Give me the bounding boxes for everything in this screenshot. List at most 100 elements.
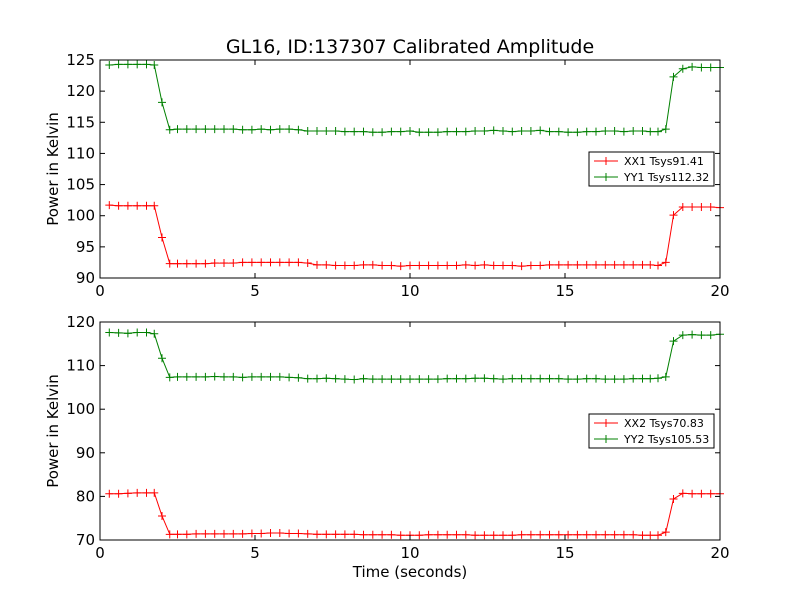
data-point bbox=[350, 530, 359, 539]
data-point bbox=[275, 372, 284, 381]
data-point bbox=[536, 530, 545, 539]
data-point bbox=[545, 127, 554, 136]
data-point bbox=[638, 127, 647, 136]
data-point bbox=[706, 331, 715, 340]
data-point bbox=[678, 202, 687, 211]
data-point bbox=[610, 375, 619, 384]
data-point bbox=[387, 375, 396, 384]
data-point bbox=[619, 530, 628, 539]
data-point bbox=[182, 259, 191, 268]
data-point bbox=[661, 125, 670, 134]
data-point bbox=[654, 127, 662, 136]
figure-title: GL16, ID:137307 Calibrated Amplitude bbox=[226, 36, 594, 58]
x-tick-label: 15 bbox=[555, 282, 574, 300]
data-point bbox=[536, 374, 545, 383]
data-point bbox=[322, 260, 331, 269]
data-point bbox=[554, 260, 563, 269]
data-point bbox=[387, 261, 396, 270]
data-point bbox=[378, 530, 387, 539]
data-point bbox=[471, 374, 480, 383]
data-point bbox=[313, 374, 321, 383]
data-point bbox=[638, 531, 647, 540]
x-tick-label: 20 bbox=[710, 282, 729, 300]
data-point bbox=[526, 261, 535, 270]
data-point bbox=[480, 127, 489, 136]
legend-marker-swatch bbox=[602, 419, 610, 427]
data-point bbox=[294, 529, 303, 538]
x-tick-label: 10 bbox=[400, 282, 419, 300]
data-point bbox=[238, 373, 247, 382]
data-point bbox=[678, 331, 687, 340]
data-point bbox=[471, 261, 480, 270]
data-point bbox=[340, 375, 349, 384]
data-point bbox=[158, 512, 166, 521]
y-tick-label: 105 bbox=[66, 176, 95, 194]
y-tick-label: 90 bbox=[76, 269, 95, 287]
legend-marker-swatch bbox=[602, 435, 610, 443]
data-point bbox=[573, 530, 582, 539]
data-point bbox=[554, 127, 563, 136]
series-markers-yy2 bbox=[105, 328, 724, 384]
data-point bbox=[123, 489, 132, 498]
y-tick-label: 115 bbox=[66, 113, 95, 131]
data-point bbox=[340, 127, 349, 136]
y-tick-label: 100 bbox=[66, 207, 95, 225]
data-point bbox=[368, 128, 377, 137]
data-point bbox=[303, 374, 312, 383]
data-point bbox=[415, 128, 424, 137]
data-point bbox=[443, 530, 452, 539]
y-axis-label-top: Power in Kelvin bbox=[44, 112, 62, 226]
data-point bbox=[165, 373, 174, 382]
x-tick-label: 20 bbox=[710, 544, 729, 562]
data-point bbox=[688, 202, 697, 211]
data-point bbox=[669, 72, 678, 81]
y-tick-label: 70 bbox=[76, 531, 95, 549]
data-point bbox=[322, 530, 331, 539]
data-point bbox=[592, 530, 600, 539]
data-point bbox=[247, 125, 256, 134]
data-point bbox=[142, 488, 151, 497]
data-point bbox=[350, 261, 359, 270]
data-point bbox=[133, 201, 142, 210]
data-point bbox=[443, 374, 452, 383]
data-point bbox=[452, 530, 461, 539]
data-point bbox=[275, 258, 284, 267]
data-point bbox=[629, 260, 638, 269]
data-point bbox=[654, 531, 662, 540]
data-point bbox=[646, 260, 655, 269]
data-point bbox=[359, 260, 368, 269]
y-tick-label: 100 bbox=[66, 400, 95, 418]
data-point bbox=[638, 374, 647, 383]
data-point bbox=[646, 531, 655, 540]
data-point bbox=[452, 374, 461, 383]
data-point bbox=[201, 529, 210, 538]
data-point bbox=[192, 372, 201, 381]
legend-entry-label: YY2 Tsys105.53 bbox=[623, 433, 709, 446]
y-tick-label: 125 bbox=[66, 51, 95, 69]
data-point bbox=[220, 529, 228, 538]
data-point bbox=[480, 374, 489, 383]
data-point bbox=[359, 530, 368, 539]
data-point bbox=[313, 127, 321, 136]
data-point bbox=[220, 259, 228, 268]
data-point bbox=[201, 372, 210, 381]
data-point bbox=[564, 375, 573, 384]
data-point bbox=[331, 530, 340, 539]
data-point bbox=[150, 201, 159, 210]
data-point bbox=[275, 529, 284, 538]
data-point bbox=[350, 127, 359, 136]
data-point bbox=[114, 201, 123, 210]
data-point bbox=[669, 337, 678, 346]
data-point bbox=[610, 127, 619, 136]
data-point bbox=[526, 530, 535, 539]
data-point bbox=[114, 60, 123, 69]
series-markers-yy1 bbox=[105, 60, 724, 137]
data-point bbox=[266, 258, 275, 267]
data-point bbox=[471, 127, 480, 136]
data-point bbox=[303, 259, 312, 268]
y-tick-label: 110 bbox=[66, 357, 95, 375]
data-point bbox=[669, 495, 678, 504]
data-point bbox=[133, 328, 142, 337]
y-tick-label: 120 bbox=[66, 82, 95, 100]
data-point bbox=[433, 261, 442, 270]
